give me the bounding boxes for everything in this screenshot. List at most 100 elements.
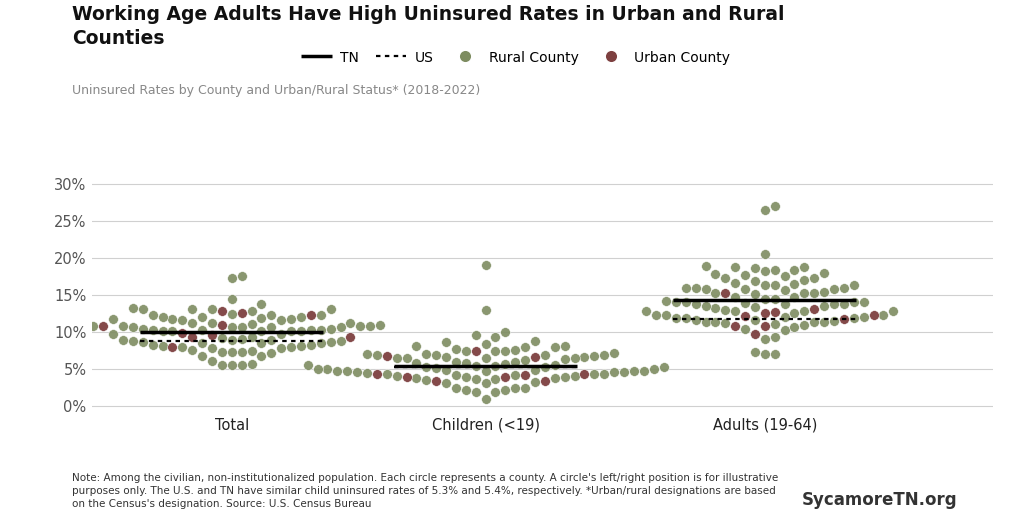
- Point: [636, 367, 652, 375]
- Point: [537, 363, 553, 371]
- Point: [134, 325, 151, 333]
- Point: [468, 375, 484, 383]
- Point: [253, 314, 269, 322]
- Point: [233, 335, 250, 344]
- Point: [708, 288, 724, 296]
- Point: [806, 318, 822, 327]
- Point: [438, 379, 455, 387]
- Point: [438, 366, 455, 374]
- Point: [767, 294, 783, 303]
- Point: [566, 354, 583, 362]
- Point: [746, 303, 763, 311]
- Point: [487, 389, 504, 397]
- Point: [233, 323, 250, 331]
- Point: [776, 286, 793, 294]
- Point: [134, 338, 151, 346]
- Point: [214, 307, 230, 315]
- Point: [737, 298, 754, 307]
- Point: [244, 333, 260, 342]
- Point: [806, 305, 822, 313]
- Point: [507, 358, 523, 367]
- Point: [836, 300, 852, 308]
- Point: [786, 309, 803, 317]
- Point: [458, 359, 474, 368]
- Point: [487, 361, 504, 370]
- Point: [786, 266, 803, 274]
- Point: [757, 350, 773, 358]
- Point: [125, 337, 141, 346]
- Point: [786, 293, 803, 301]
- Point: [468, 330, 484, 338]
- Point: [273, 316, 290, 324]
- Point: [577, 370, 593, 378]
- Point: [767, 321, 783, 329]
- Point: [668, 298, 684, 306]
- Point: [299, 361, 315, 370]
- Point: [303, 341, 319, 349]
- Point: [273, 344, 290, 352]
- Point: [527, 353, 544, 361]
- Point: [85, 322, 101, 330]
- Point: [339, 367, 355, 375]
- Point: [537, 376, 553, 385]
- Point: [797, 263, 813, 271]
- Point: [855, 297, 871, 306]
- Point: [797, 276, 813, 284]
- Point: [184, 333, 201, 341]
- Point: [174, 343, 190, 351]
- Point: [233, 272, 250, 281]
- Point: [757, 309, 773, 317]
- Point: [668, 314, 684, 322]
- Point: [244, 347, 260, 355]
- Point: [194, 313, 210, 322]
- Point: [223, 295, 240, 303]
- Text: Uninsured Rates by County and Urban/Rural Status* (2018-2022): Uninsured Rates by County and Urban/Rura…: [72, 84, 480, 97]
- Point: [816, 269, 833, 278]
- Point: [369, 370, 385, 378]
- Point: [428, 351, 444, 359]
- Point: [323, 325, 339, 333]
- Point: [438, 337, 455, 346]
- Point: [204, 305, 220, 313]
- Point: [223, 274, 240, 282]
- Point: [398, 373, 415, 381]
- Point: [447, 385, 464, 393]
- Point: [708, 304, 724, 312]
- Point: [776, 326, 793, 334]
- Point: [303, 326, 319, 334]
- Point: [537, 350, 553, 358]
- Point: [566, 372, 583, 380]
- Point: [737, 312, 754, 320]
- Point: [164, 327, 180, 335]
- Point: [806, 289, 822, 297]
- Point: [836, 284, 852, 292]
- Point: [825, 317, 842, 325]
- Point: [398, 354, 415, 362]
- Point: [586, 352, 602, 360]
- Point: [303, 311, 319, 319]
- Point: [727, 263, 743, 271]
- Text: Note: Among the civilian, non-institutionalized population. Each circle represen: Note: Among the civilian, non-institutio…: [72, 473, 778, 509]
- Point: [447, 358, 464, 366]
- Point: [687, 284, 703, 292]
- Point: [876, 311, 892, 319]
- Point: [194, 326, 210, 334]
- Point: [125, 323, 141, 331]
- Point: [527, 337, 544, 345]
- Point: [263, 336, 280, 344]
- Point: [174, 329, 190, 337]
- Point: [498, 359, 514, 368]
- Point: [342, 319, 358, 327]
- Point: [746, 276, 763, 285]
- Point: [358, 369, 375, 377]
- Point: [144, 326, 161, 334]
- Point: [855, 313, 871, 322]
- Point: [164, 314, 180, 323]
- Point: [184, 319, 201, 328]
- Point: [626, 367, 642, 375]
- Point: [556, 342, 572, 350]
- Point: [134, 305, 151, 313]
- Point: [767, 266, 783, 274]
- Point: [757, 295, 773, 303]
- Point: [737, 285, 754, 293]
